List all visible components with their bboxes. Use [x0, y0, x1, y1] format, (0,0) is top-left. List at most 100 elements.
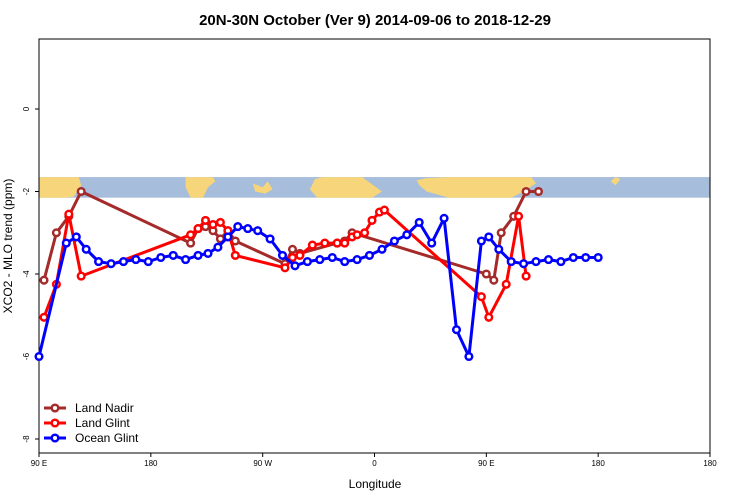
- legend-label: Ocean Glint: [75, 431, 139, 445]
- data-point: [352, 230, 362, 240]
- data-point: [51, 228, 61, 238]
- data-point: [34, 351, 44, 362]
- legend-marker: [50, 418, 60, 428]
- data-point: [287, 244, 298, 254]
- y-tick-label: -4: [22, 270, 31, 278]
- data-point: [243, 224, 253, 234]
- x-tick-label: 180: [591, 459, 605, 468]
- data-point: [494, 244, 504, 254]
- data-point: [332, 238, 342, 248]
- data-point: [253, 226, 263, 236]
- x-tick-label: 0: [372, 459, 377, 468]
- x-axis: 90 E 180 90 W 0 90 E 180 180: [31, 453, 717, 468]
- map-land-3: [309, 177, 382, 198]
- data-point: [186, 238, 196, 248]
- y-tick-label: 0: [22, 106, 31, 111]
- x-tick-label: 90 E: [478, 459, 494, 468]
- data-point: [489, 275, 499, 285]
- data-point: [593, 252, 603, 263]
- data-point: [581, 252, 591, 263]
- chart-title: 20N-30N October (Ver 9) 2014-09-06 to 20…: [199, 12, 551, 29]
- data-point: [230, 250, 240, 260]
- series-ocean-glint: [34, 213, 603, 362]
- series-land-glint: [39, 205, 531, 322]
- series-layer: [34, 186, 603, 362]
- data-point: [181, 255, 191, 265]
- data-point: [352, 255, 362, 265]
- data-point: [340, 238, 350, 248]
- data-point: [64, 209, 74, 219]
- data-point: [106, 259, 116, 269]
- data-point: [168, 250, 178, 260]
- data-point: [533, 186, 544, 197]
- data-point: [193, 224, 203, 234]
- data-point: [215, 217, 225, 227]
- data-point: [519, 259, 529, 269]
- legend-marker: [50, 433, 60, 443]
- legend-label: Land Nadir: [75, 401, 134, 415]
- data-point: [94, 257, 104, 267]
- data-point: [402, 230, 412, 240]
- data-point: [476, 236, 486, 246]
- data-point: [364, 250, 375, 260]
- x-axis-label: Longitude: [349, 477, 402, 491]
- data-point: [290, 261, 300, 271]
- data-point: [451, 325, 462, 335]
- series-land-nadir: [39, 186, 544, 285]
- data-point: [131, 255, 141, 265]
- data-point: [71, 232, 81, 242]
- data-point: [414, 217, 424, 227]
- data-point: [143, 257, 153, 267]
- data-point: [506, 257, 516, 267]
- plot-frame: [38, 38, 711, 454]
- data-point: [367, 215, 377, 225]
- data-point: [118, 257, 129, 267]
- data-point: [501, 279, 511, 289]
- data-point: [484, 312, 494, 322]
- data-point: [233, 222, 243, 232]
- y-axis: 0 -2 -4 -6 -8: [22, 106, 39, 443]
- data-point: [496, 228, 506, 238]
- data-point: [521, 271, 531, 281]
- data-point: [265, 234, 275, 244]
- map-land-1: [185, 177, 216, 198]
- data-point: [277, 250, 288, 260]
- data-point: [315, 255, 325, 265]
- data-point: [340, 257, 350, 267]
- data-point: [360, 228, 370, 238]
- data-point: [514, 211, 524, 221]
- data-point: [427, 238, 437, 248]
- data-point: [295, 250, 305, 260]
- data-point: [531, 257, 541, 267]
- data-point: [521, 186, 531, 197]
- data-point: [287, 252, 298, 263]
- data-point: [476, 292, 486, 302]
- x-tick-label: 180: [144, 459, 158, 468]
- data-point: [439, 213, 449, 223]
- data-point: [377, 244, 387, 254]
- y-tick-label: -6: [22, 352, 31, 360]
- y-tick-label: -8: [22, 435, 31, 443]
- data-point: [481, 269, 491, 279]
- y-tick-label: -2: [22, 187, 31, 195]
- data-point: [302, 257, 312, 267]
- data-point: [320, 238, 330, 248]
- data-point: [76, 271, 86, 281]
- data-point: [379, 205, 389, 215]
- data-point: [156, 252, 166, 263]
- data-point: [193, 250, 203, 260]
- map-land-0: [39, 177, 82, 198]
- data-point: [389, 236, 399, 246]
- data-point: [213, 242, 223, 252]
- map-land-4: [416, 177, 536, 198]
- data-point: [484, 232, 494, 242]
- data-point: [556, 257, 566, 267]
- data-point: [543, 255, 554, 265]
- x-tick-label: 90 W: [253, 459, 272, 468]
- data-point: [203, 248, 213, 258]
- data-point: [280, 263, 290, 273]
- data-point: [200, 215, 211, 225]
- data-point: [39, 312, 49, 322]
